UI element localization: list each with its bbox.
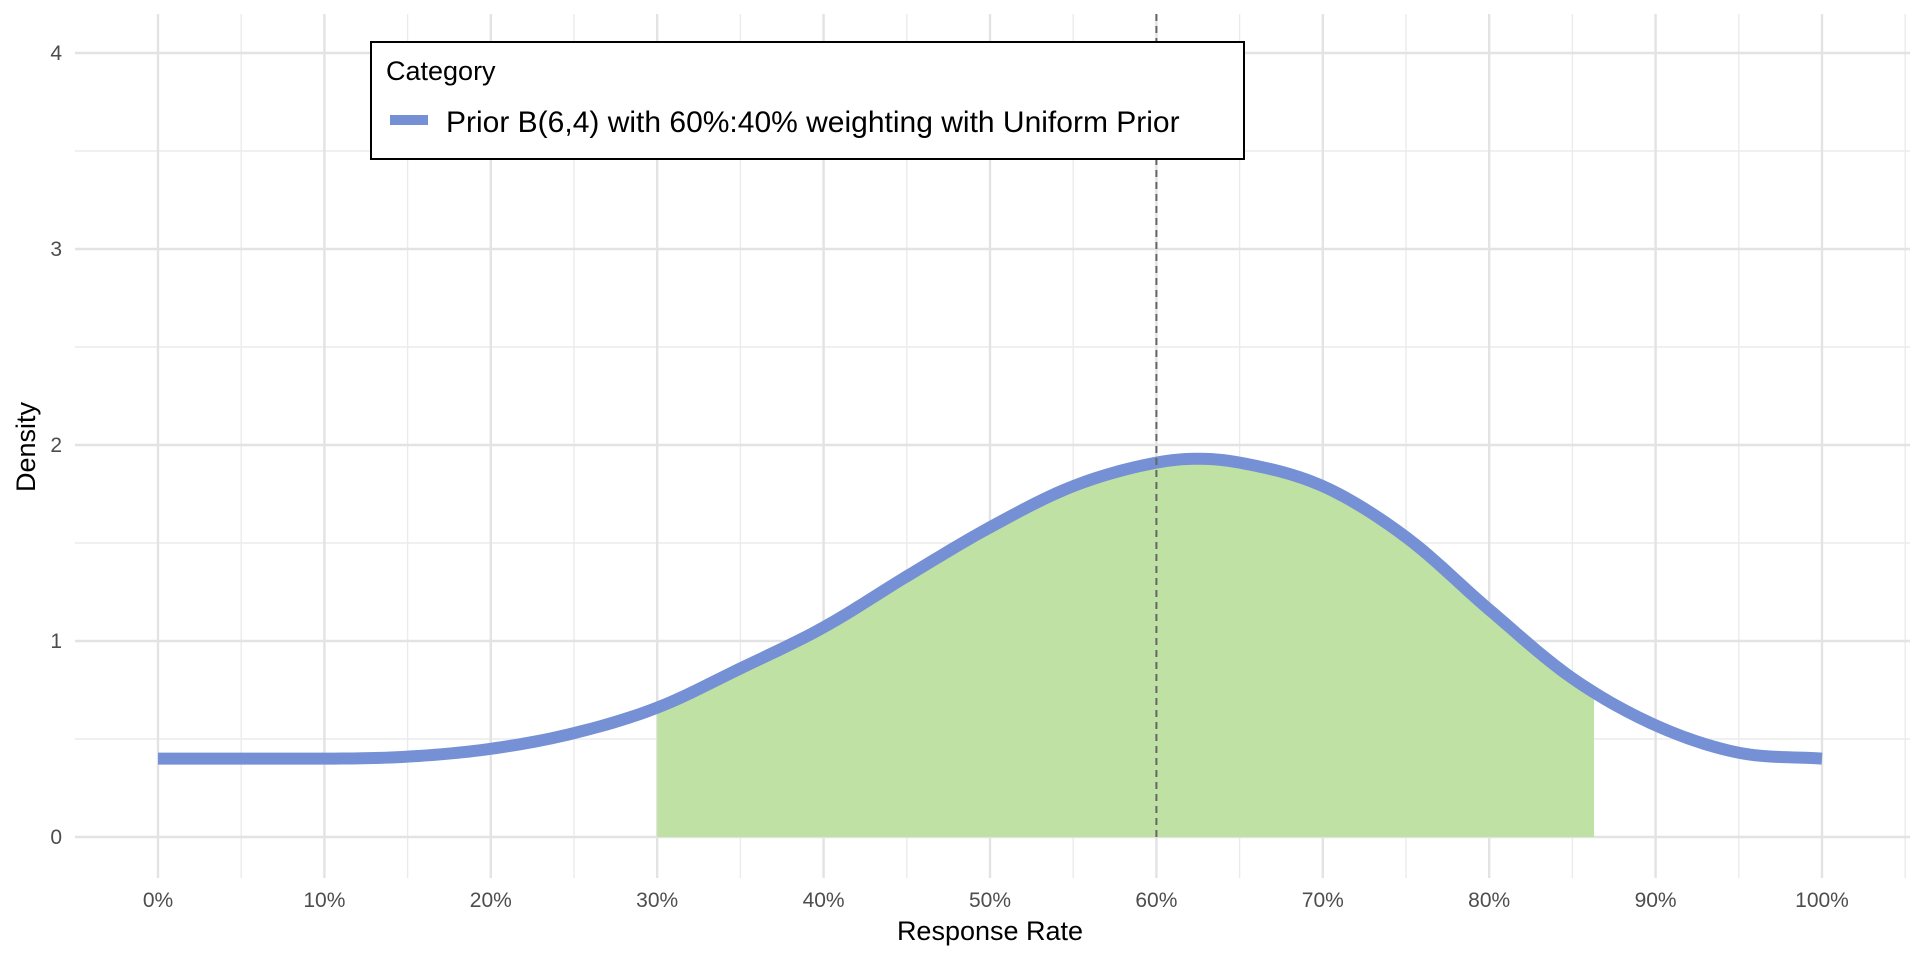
x-tick-label: 60% — [1135, 889, 1177, 912]
credible-interval-area — [657, 458, 1595, 837]
x-tick-label: 70% — [1302, 889, 1344, 912]
legend-item-label: Prior B(6,4) with 60%:40% weighting with… — [446, 106, 1180, 139]
y-axis-title: Density — [11, 401, 41, 492]
x-tick-label: 0% — [143, 889, 173, 912]
x-tick-label: 90% — [1635, 889, 1677, 912]
legend-key-line — [390, 115, 428, 125]
x-tick-label: 30% — [636, 889, 678, 912]
x-tick-label: 100% — [1795, 889, 1849, 912]
y-tick-label: 1 — [50, 630, 62, 653]
y-tick-label: 4 — [50, 42, 62, 65]
legend-title: Category — [386, 56, 496, 86]
y-tick-label: 0 — [50, 826, 62, 849]
x-tick-label: 40% — [803, 889, 845, 912]
x-tick-label: 80% — [1468, 889, 1510, 912]
legend-box — [370, 41, 1245, 160]
density-curve-line — [157, 452, 1823, 765]
x-tick-label: 20% — [470, 889, 512, 912]
x-axis-ticks: 0% 10% 20% 30% 40% 50% 60% 70% 80% 90% 100% — [143, 889, 1849, 912]
y-tick-label: 2 — [50, 434, 62, 457]
x-tick-label: 10% — [303, 889, 345, 912]
y-axis-ticks: 0 1 2 3 4 — [50, 42, 62, 849]
legend: Category Prior B(6,4) with 60%:40% weigh… — [370, 41, 1245, 160]
x-tick-label: 50% — [969, 889, 1011, 912]
x-axis-title: Response Rate — [897, 916, 1083, 946]
y-tick-label: 3 — [50, 238, 62, 261]
